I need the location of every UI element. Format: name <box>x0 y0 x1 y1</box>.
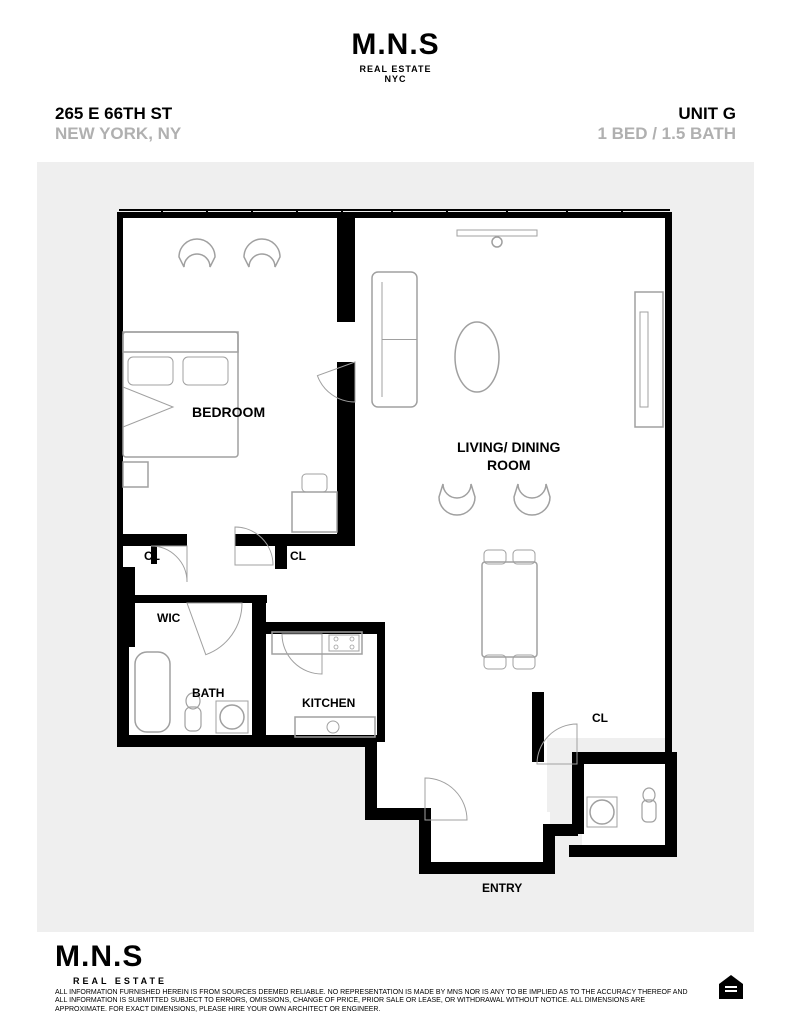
header-logo: M.N.S REAL ESTATE NYC <box>0 0 791 84</box>
footer-brand-sub1: REAL ESTATE <box>55 976 167 986</box>
address-block: 265 E 66TH ST NEW YORK, NY <box>55 104 181 144</box>
floorplan-svg: BEDROOM LIVING/ DINING ROOM CL CL WIC BATH KITC… <box>37 162 754 932</box>
unit-label: UNIT G <box>597 104 736 124</box>
svg-text:ROOM: ROOM <box>487 457 531 473</box>
address-line1: 265 E 66TH ST <box>55 104 181 124</box>
brand-sub1: REAL ESTATE <box>0 64 791 74</box>
bed-bath: 1 BED / 1.5 BATH <box>597 124 736 144</box>
equal-housing-icon <box>716 973 746 1008</box>
svg-text:WIC: WIC <box>157 611 181 625</box>
page: M.N.S REAL ESTATE NYC 265 E 66TH ST NEW … <box>0 0 791 1024</box>
svg-text:LIVING/ DINING: LIVING/ DINING <box>457 439 561 455</box>
svg-text:CL: CL <box>592 711 608 725</box>
listing-header: 265 E 66TH ST NEW YORK, NY UNIT G 1 BED … <box>0 84 791 144</box>
svg-text:CL: CL <box>144 549 160 563</box>
footer-logo: M.N.S REAL ESTATE <box>55 940 167 986</box>
svg-text:ENTRY: ENTRY <box>482 881 522 895</box>
disclaimer-text: ALL INFORMATION FURNISHED HEREIN IS FROM… <box>55 989 695 1014</box>
footer-brand-name: M.N.S <box>55 940 167 974</box>
address-line2: NEW YORK, NY <box>55 124 181 144</box>
svg-text:KITCHEN: KITCHEN <box>302 696 355 710</box>
svg-text:BEDROOM: BEDROOM <box>192 404 265 420</box>
floorplan-container: BEDROOM LIVING/ DINING ROOM CL CL WIC BATH KITC… <box>37 162 754 932</box>
svg-text:CL: CL <box>290 549 306 563</box>
svg-text:BATH: BATH <box>192 686 224 700</box>
unit-block: UNIT G 1 BED / 1.5 BATH <box>597 104 736 144</box>
brand-sub2: NYC <box>0 74 791 84</box>
brand-name: M.N.S <box>0 28 791 62</box>
